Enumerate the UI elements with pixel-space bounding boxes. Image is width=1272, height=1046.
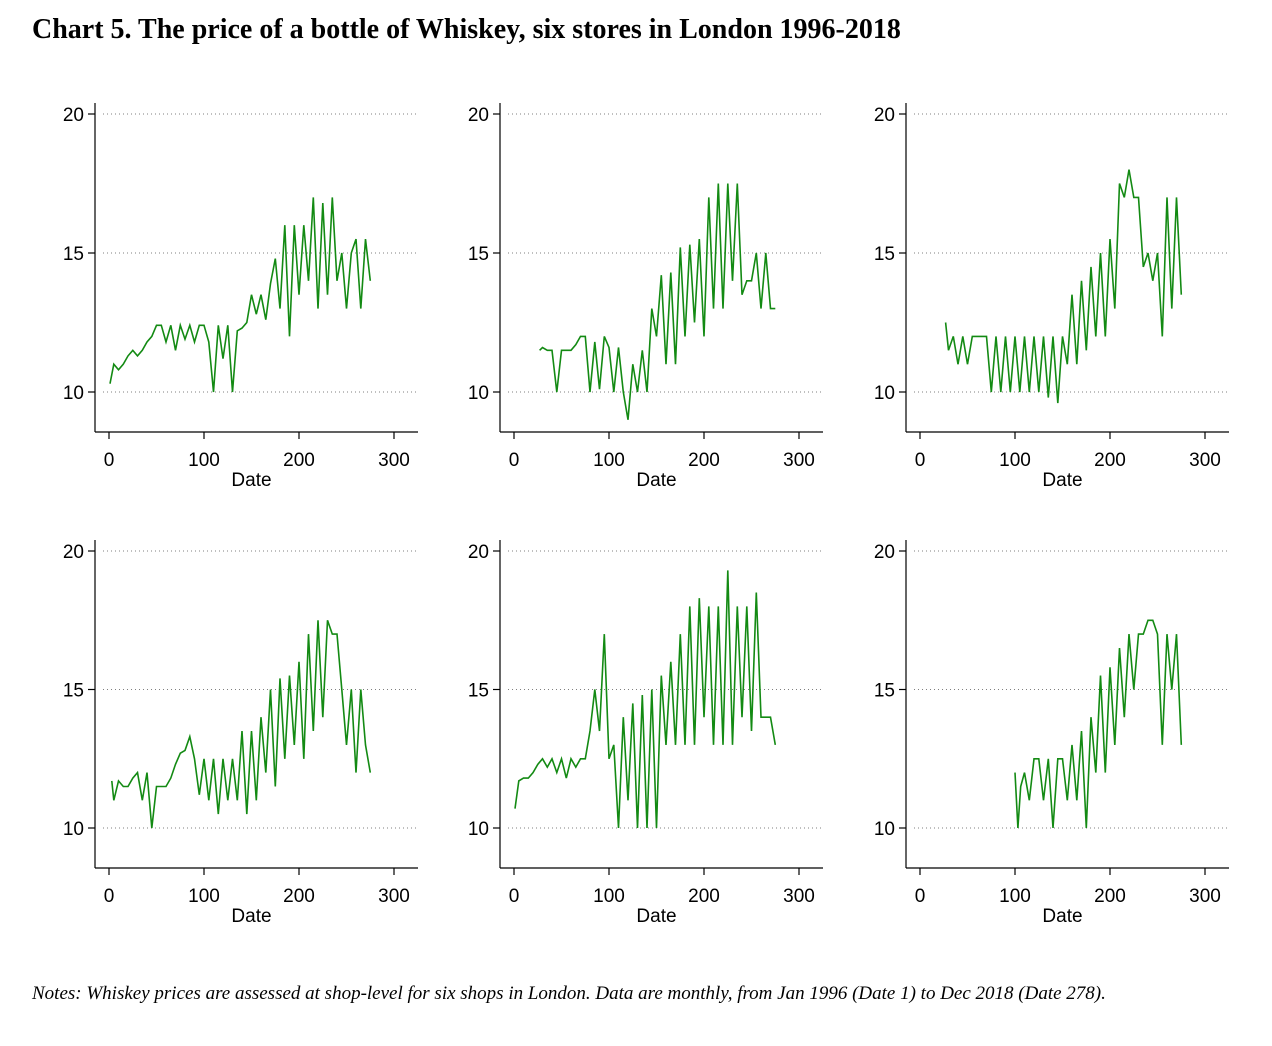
x-tick-label: 100 bbox=[188, 886, 220, 907]
y-tick-label: 20 bbox=[468, 105, 489, 126]
y-tick-label: 15 bbox=[468, 244, 489, 265]
x-tick-label: 0 bbox=[104, 886, 115, 907]
y-tick-label: 15 bbox=[63, 244, 84, 265]
x-tick-label: 0 bbox=[915, 886, 926, 907]
series-line-1 bbox=[1014, 619, 1183, 829]
x-tick-label: 100 bbox=[999, 450, 1031, 471]
y-tick-label: 10 bbox=[468, 819, 489, 840]
x-axis-label: Date bbox=[636, 906, 676, 927]
chart-title: Chart 5. The price of a bottle of Whiske… bbox=[32, 14, 901, 45]
series-line-1 bbox=[944, 169, 1183, 404]
x-tick-label: 200 bbox=[688, 886, 720, 907]
series-line-1 bbox=[111, 620, 372, 829]
x-axis-label: Date bbox=[1042, 470, 1082, 491]
x-tick-label: 200 bbox=[688, 450, 720, 471]
x-tick-label: 100 bbox=[999, 886, 1031, 907]
y-tick-label: 10 bbox=[468, 383, 489, 404]
x-tick-label: 300 bbox=[1189, 886, 1221, 907]
x-tick-label: 300 bbox=[783, 886, 815, 907]
x-axis-label: Date bbox=[1042, 906, 1082, 927]
x-tick-label: 200 bbox=[283, 886, 315, 907]
x-tick-label: 300 bbox=[378, 450, 410, 471]
y-tick-label: 20 bbox=[63, 105, 84, 126]
x-tick-label: 100 bbox=[593, 886, 625, 907]
series-line-1 bbox=[539, 183, 776, 420]
y-tick-label: 10 bbox=[874, 383, 895, 404]
y-tick-label: 10 bbox=[874, 819, 895, 840]
x-tick-label: 300 bbox=[783, 450, 815, 471]
y-tick-label: 20 bbox=[468, 542, 489, 563]
x-axis-label: Date bbox=[231, 470, 271, 491]
x-tick-label: 300 bbox=[378, 886, 410, 907]
x-tick-label: 100 bbox=[593, 450, 625, 471]
x-tick-label: 200 bbox=[1094, 450, 1126, 471]
y-tick-label: 15 bbox=[874, 681, 895, 702]
y-tick-label: 10 bbox=[63, 383, 84, 404]
y-tick-label: 15 bbox=[468, 681, 489, 702]
x-tick-label: 200 bbox=[283, 450, 315, 471]
x-tick-label: 0 bbox=[915, 450, 926, 471]
x-tick-label: 0 bbox=[509, 450, 520, 471]
y-tick-label: 20 bbox=[874, 105, 895, 126]
x-tick-label: 0 bbox=[104, 450, 115, 471]
x-tick-label: 0 bbox=[509, 886, 520, 907]
y-tick-label: 15 bbox=[63, 681, 84, 702]
series-line-1 bbox=[514, 570, 777, 829]
series-line-1 bbox=[109, 197, 372, 393]
y-tick-label: 20 bbox=[874, 542, 895, 563]
y-tick-label: 15 bbox=[874, 244, 895, 265]
x-tick-label: 300 bbox=[1189, 450, 1221, 471]
chart-notes: Notes: Whiskey prices are assessed at sh… bbox=[32, 983, 1106, 1004]
y-tick-label: 10 bbox=[63, 819, 84, 840]
y-tick-label: 20 bbox=[63, 542, 84, 563]
x-tick-label: 100 bbox=[188, 450, 220, 471]
x-tick-label: 200 bbox=[1094, 886, 1126, 907]
x-axis-label: Date bbox=[636, 470, 676, 491]
x-axis-label: Date bbox=[231, 906, 271, 927]
